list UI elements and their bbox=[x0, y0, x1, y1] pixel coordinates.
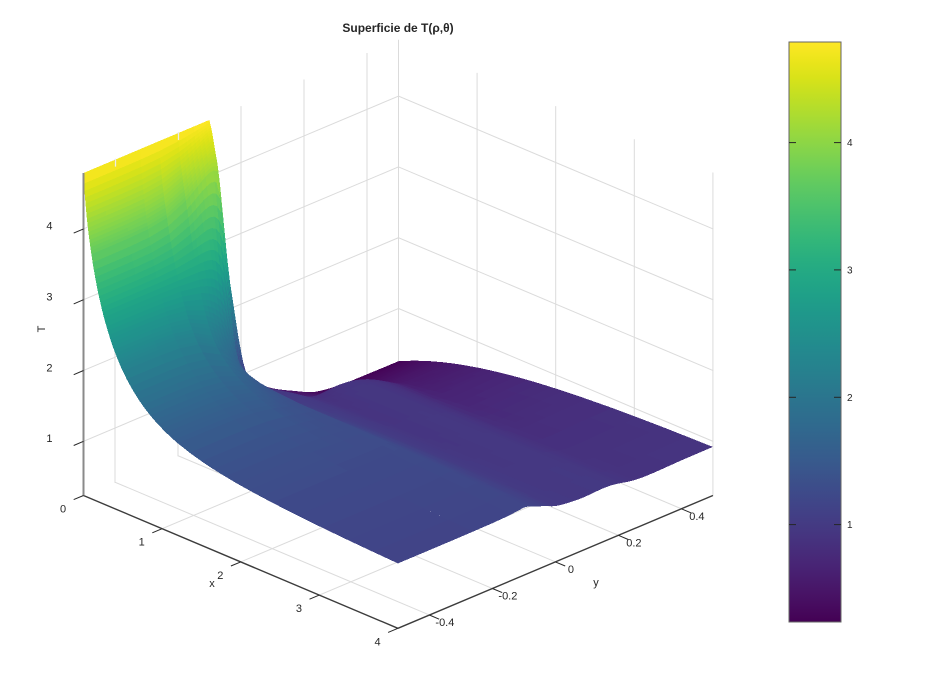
svg-text:Superficie de T(ρ,θ): Superficie de T(ρ,θ) bbox=[342, 21, 453, 35]
svg-text:1: 1 bbox=[46, 433, 52, 445]
svg-text:2: 2 bbox=[847, 393, 853, 404]
svg-text:1: 1 bbox=[847, 520, 853, 531]
svg-text:1: 1 bbox=[139, 537, 145, 549]
svg-text:x: x bbox=[209, 578, 215, 590]
svg-text:T: T bbox=[36, 325, 48, 332]
svg-text:3: 3 bbox=[46, 292, 52, 304]
svg-text:0: 0 bbox=[60, 504, 66, 516]
svg-text:0.4: 0.4 bbox=[689, 511, 704, 523]
svg-text:-0.4: -0.4 bbox=[435, 617, 454, 629]
svg-text:2: 2 bbox=[217, 570, 223, 582]
svg-text:2: 2 bbox=[46, 362, 52, 374]
svg-text:0.2: 0.2 bbox=[626, 537, 641, 549]
svg-text:4: 4 bbox=[46, 221, 52, 233]
svg-text:3: 3 bbox=[847, 265, 853, 276]
svg-text:3: 3 bbox=[296, 603, 302, 615]
svg-text:-0.2: -0.2 bbox=[498, 591, 517, 603]
svg-text:0: 0 bbox=[568, 564, 574, 576]
svg-text:4: 4 bbox=[374, 636, 380, 648]
svg-text:4: 4 bbox=[847, 138, 853, 149]
svg-text:y: y bbox=[593, 577, 599, 589]
